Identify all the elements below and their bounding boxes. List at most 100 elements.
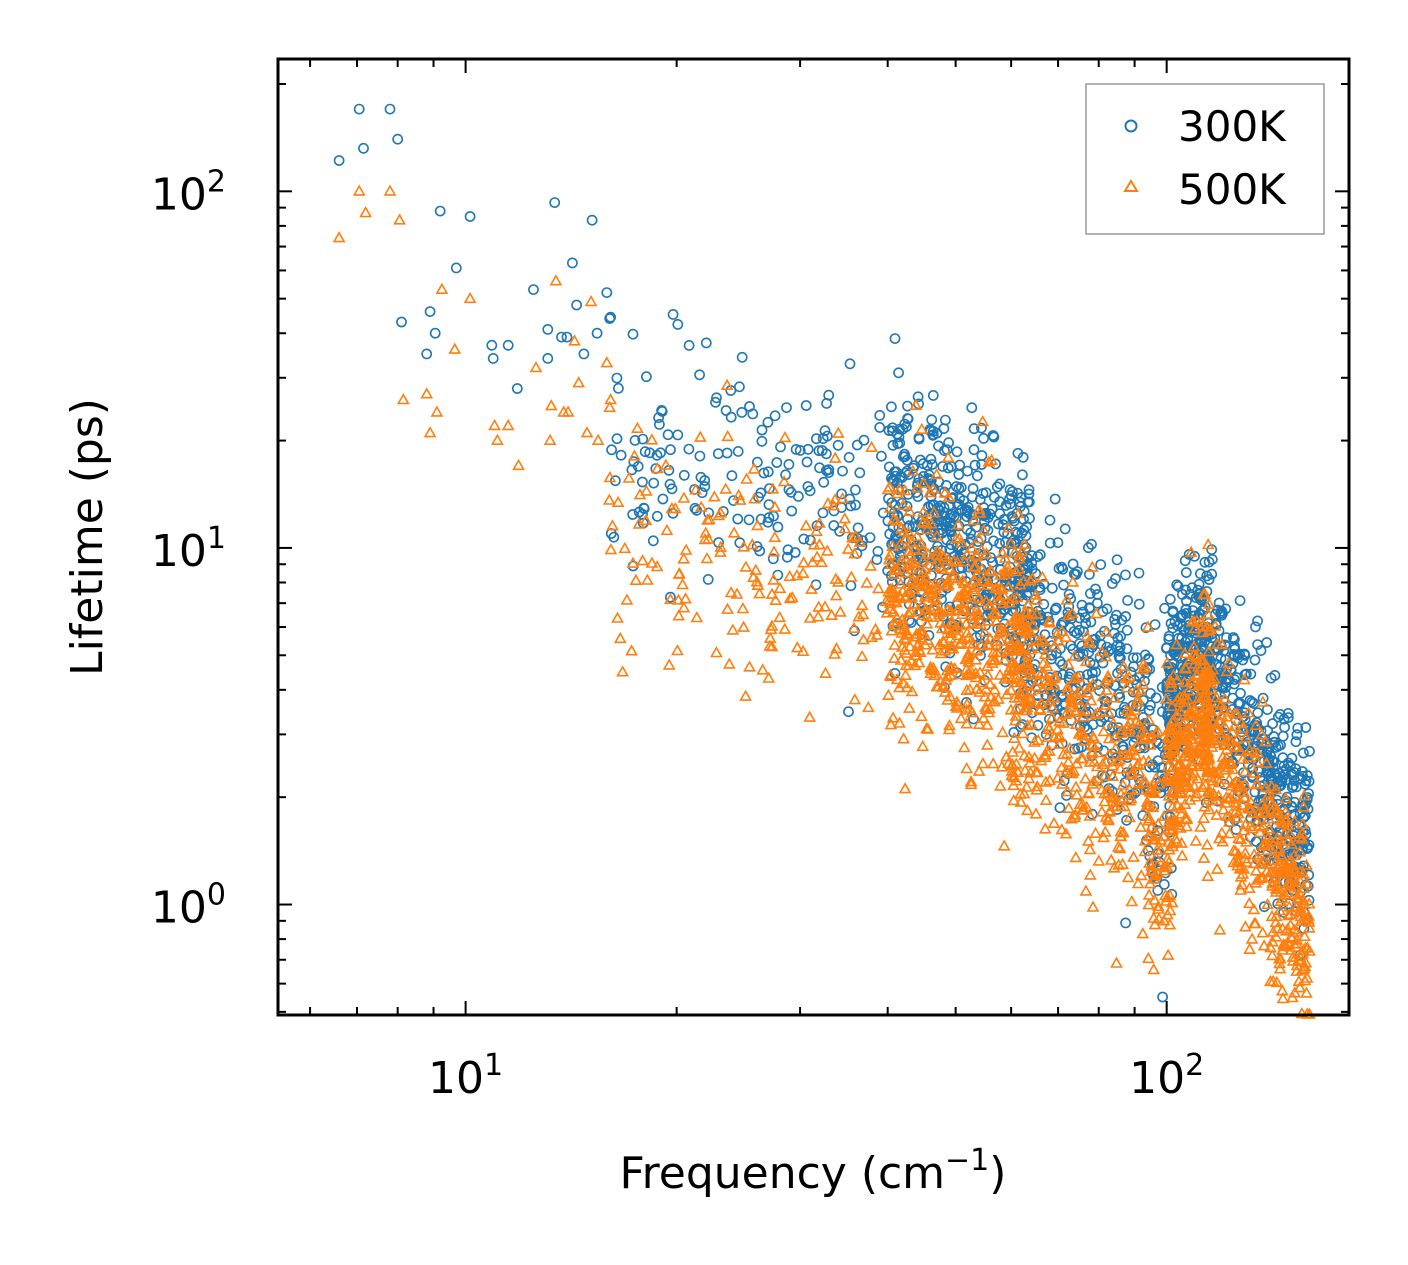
data-point-300k [1216,609,1228,621]
data-point-500k [1102,732,1116,744]
data-point-300k [854,467,866,479]
data-point-300k [1098,647,1110,659]
data-point-300k [886,401,897,413]
data-point-500k [698,532,712,545]
data-point-500k [1219,734,1232,746]
data-point-500k [710,646,723,658]
data-point-500k [1036,570,1049,582]
data-point-300k [772,521,784,533]
data-point-500k [882,688,895,700]
data-point-300k [1187,605,1199,616]
data-point-300k [1131,652,1143,664]
data-point-500k [1090,760,1104,772]
data-point-500k [1237,790,1251,803]
data-point-500k [1186,746,1199,758]
data-point-500k [1176,770,1190,783]
data-point-500k [899,624,913,636]
data-point-300k [1255,725,1267,737]
data-point-500k [973,506,987,518]
data-point-300k [751,541,763,552]
data-point-500k [679,543,693,555]
data-point-500k [849,529,863,541]
data-point-300k [672,318,684,330]
data-point-300k [988,431,1000,443]
data-point-500k [1125,768,1138,780]
data-point-500k [1059,827,1073,839]
data-point-500k [1166,839,1180,852]
data-point-500k [1106,769,1120,781]
data-point-500k [981,668,995,680]
data-point-500k [1166,823,1179,835]
data-point-500k [908,658,922,671]
data-point-500k [1053,730,1067,742]
data-point-500k [828,451,842,463]
data-point-500k [819,666,832,678]
data-point-500k [1272,844,1285,856]
data-point-500k [930,544,944,556]
data-point-500k [915,538,928,550]
data-point-500k [924,517,938,529]
data-point-300k [936,516,947,527]
data-point-500k [860,576,874,588]
data-point-500k [1021,718,1034,731]
data-point-500k [1201,869,1215,881]
data-point-500k [1227,719,1241,732]
data-point-500k [737,540,751,552]
data-point-500k [933,638,946,650]
data-point-300k [893,431,905,443]
data-point-500k [1077,734,1090,746]
data-point-300k [637,476,648,488]
data-point-500k [1005,764,1019,776]
data-point-500k [944,604,958,616]
data-point-500k [852,610,866,622]
data-point-300k [1052,537,1064,548]
data-point-500k [1083,809,1097,821]
data-point-500k [855,649,869,662]
data-point-300k [1113,645,1125,657]
data-point-500k [915,598,929,611]
data-point-500k [1286,950,1300,962]
data-point-500k [743,660,756,672]
data-point-300k [786,505,798,517]
data-point-500k [861,700,875,713]
data-point-300k [1133,567,1145,579]
data-point-500k [1069,717,1083,729]
data-point-300k [628,456,640,468]
data-point-500k [1086,677,1100,689]
data-point-500k [1202,803,1216,815]
data-point-500k [1024,643,1037,655]
y-tick-labels: 100 101 102 [151,164,226,933]
data-point-500k [1171,758,1185,770]
data-point-500k [1142,829,1155,841]
data-point-500k [944,642,958,654]
data-point-500k [904,556,918,569]
data-point-300k [1268,736,1280,748]
data-point-500k [1279,805,1292,817]
data-point-300k [1184,588,1196,600]
data-point-500k [1192,696,1206,708]
data-point-500k [1149,833,1162,845]
data-point-500k [818,600,832,612]
data-point-500k [1212,832,1226,844]
data-point-500k [664,592,677,605]
data-point-500k [672,567,686,579]
data-point-500k [690,611,704,623]
data-point-300k [802,443,814,455]
data-point-500k [693,430,707,442]
data-point-300k [1149,761,1161,773]
data-point-500k [902,607,915,619]
data-point-500k [1079,772,1092,784]
data-point-500k [1000,687,1014,700]
data-point-500k [1136,927,1150,939]
data-point-500k [903,701,916,713]
data-point-500k [1227,843,1241,856]
data-point-500k [916,739,930,752]
data-point-300k [1121,624,1133,636]
data-point-300k [1180,608,1192,619]
data-point-500k [1161,948,1175,960]
data-point-500k [1166,714,1179,726]
data-point-500k [1256,926,1270,938]
data-point-500k [753,587,766,599]
data-point-300k [1090,583,1101,595]
data-point-300k [1121,643,1133,655]
